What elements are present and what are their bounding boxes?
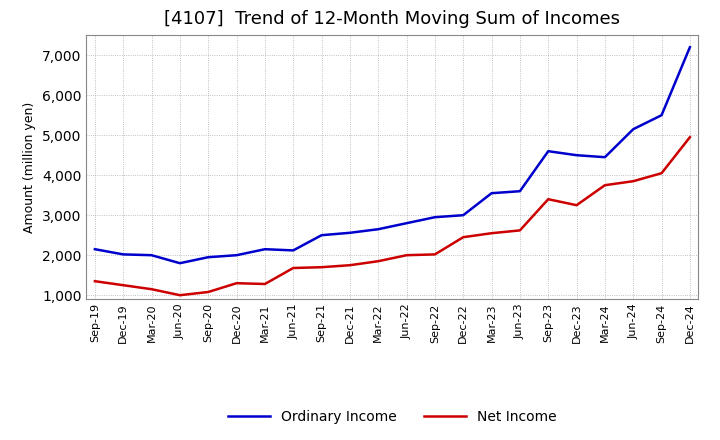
Legend: Ordinary Income, Net Income: Ordinary Income, Net Income <box>222 404 562 429</box>
Net Income <box>629 179 637 184</box>
Net Income <box>204 290 212 295</box>
Net Income <box>119 282 127 288</box>
Ordinary Income <box>374 227 382 232</box>
Ordinary Income <box>148 253 156 258</box>
Net Income <box>374 259 382 264</box>
Net Income <box>657 171 666 176</box>
Ordinary Income <box>204 255 212 260</box>
Net Income <box>346 263 354 268</box>
Net Income <box>516 228 524 233</box>
Ordinary Income <box>233 253 241 258</box>
Net Income <box>402 253 411 258</box>
Net Income <box>148 286 156 292</box>
Ordinary Income <box>261 246 269 252</box>
Ordinary Income <box>346 230 354 235</box>
Net Income <box>289 265 297 271</box>
Net Income <box>431 252 439 257</box>
Y-axis label: Amount (million yen): Amount (million yen) <box>24 102 37 233</box>
Ordinary Income <box>289 248 297 253</box>
Net Income <box>176 293 184 298</box>
Ordinary Income <box>629 127 637 132</box>
Net Income <box>91 279 99 284</box>
Ordinary Income <box>572 153 581 158</box>
Ordinary Income <box>119 252 127 257</box>
Line: Ordinary Income: Ordinary Income <box>95 47 690 263</box>
Ordinary Income <box>431 215 439 220</box>
Ordinary Income <box>516 189 524 194</box>
Net Income <box>459 235 467 240</box>
Ordinary Income <box>176 260 184 266</box>
Line: Net Income: Net Income <box>95 137 690 295</box>
Ordinary Income <box>685 44 694 50</box>
Ordinary Income <box>459 213 467 218</box>
Title: [4107]  Trend of 12-Month Moving Sum of Incomes: [4107] Trend of 12-Month Moving Sum of I… <box>164 10 621 28</box>
Ordinary Income <box>600 154 609 160</box>
Ordinary Income <box>91 246 99 252</box>
Net Income <box>487 231 496 236</box>
Net Income <box>261 281 269 286</box>
Net Income <box>318 264 326 270</box>
Net Income <box>572 202 581 208</box>
Ordinary Income <box>487 191 496 196</box>
Ordinary Income <box>318 233 326 238</box>
Net Income <box>544 197 552 202</box>
Net Income <box>233 281 241 286</box>
Ordinary Income <box>544 149 552 154</box>
Net Income <box>600 183 609 188</box>
Net Income <box>685 135 694 140</box>
Ordinary Income <box>657 113 666 118</box>
Ordinary Income <box>402 220 411 226</box>
